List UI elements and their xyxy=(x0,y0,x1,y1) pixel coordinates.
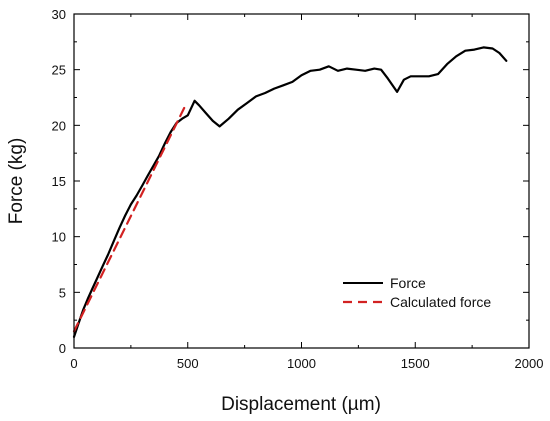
y-tick-label: 0 xyxy=(59,341,66,356)
y-tick-label: 30 xyxy=(52,7,66,22)
y-tick-label: 25 xyxy=(52,63,66,78)
series-line-force xyxy=(72,46,508,338)
plot-series xyxy=(72,46,508,338)
tick-labels: 0 500 1000 1500 2000 0 5 10 15 20 25 30 xyxy=(52,7,544,371)
x-axis-title: Displacement (µm) xyxy=(221,394,381,415)
y-tick-label: 5 xyxy=(59,285,66,300)
plot-frame xyxy=(73,13,530,349)
x-tick-label: 2000 xyxy=(515,356,544,371)
x-tick-label: 1000 xyxy=(287,356,316,371)
series-line-calculated-force xyxy=(72,101,188,333)
y-tick-label: 20 xyxy=(52,118,66,133)
y-axis-title: Force (kg) xyxy=(6,138,27,225)
legend: Force Calculated force xyxy=(343,275,491,310)
x-tick-label: 1500 xyxy=(401,356,430,371)
legend-label-calculated-force: Calculated force xyxy=(390,294,491,310)
x-tick-label: 0 xyxy=(70,356,77,371)
y-tick-label: 10 xyxy=(52,230,66,245)
x-tick-label: 500 xyxy=(177,356,199,371)
legend-label-force: Force xyxy=(390,275,426,291)
y-tick-label: 15 xyxy=(52,174,66,189)
